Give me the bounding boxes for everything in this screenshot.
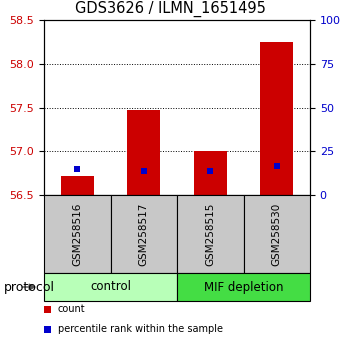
Bar <box>177 273 310 301</box>
Text: GSM258530: GSM258530 <box>272 202 282 266</box>
Bar <box>61 176 94 195</box>
Text: GDS3626 / ILMN_1651495: GDS3626 / ILMN_1651495 <box>74 1 266 17</box>
Bar <box>110 195 177 273</box>
Text: GSM258516: GSM258516 <box>72 202 82 266</box>
Bar <box>127 110 160 195</box>
Text: count: count <box>58 304 85 314</box>
Text: percentile rank within the sample: percentile rank within the sample <box>58 324 223 334</box>
Bar <box>44 195 110 273</box>
Text: protocol: protocol <box>3 280 54 293</box>
Text: control: control <box>90 280 131 293</box>
Text: GSM258517: GSM258517 <box>139 202 149 266</box>
Point <box>74 166 80 172</box>
Bar <box>193 151 227 195</box>
Point <box>207 168 213 173</box>
Point <box>141 168 147 173</box>
Bar <box>243 195 310 273</box>
Text: GSM258515: GSM258515 <box>205 202 215 266</box>
Bar <box>260 42 293 195</box>
Point <box>274 163 279 169</box>
Bar <box>44 273 177 301</box>
Bar <box>177 195 243 273</box>
Text: MIF depletion: MIF depletion <box>204 280 283 293</box>
